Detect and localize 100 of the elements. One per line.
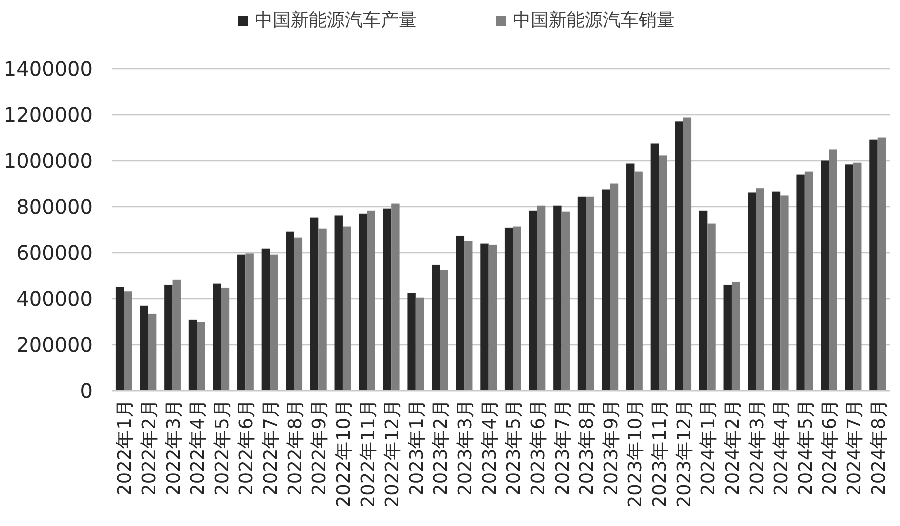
bar <box>480 244 489 391</box>
bar <box>650 144 660 391</box>
bar <box>238 254 246 391</box>
bar <box>504 228 514 391</box>
y-tick-label: 400000 <box>16 287 93 311</box>
bar <box>334 216 343 391</box>
bar <box>416 298 424 391</box>
x-tick-label: 2024年6月 <box>820 399 842 496</box>
x-tick-label: 2022年2月 <box>139 399 160 496</box>
bar <box>172 280 181 391</box>
bar <box>188 320 198 391</box>
bar <box>286 232 294 391</box>
bar <box>432 264 440 391</box>
legend-label: 中国新能源汽车产量 <box>255 10 417 31</box>
bar <box>780 196 789 391</box>
y-tick-label: 1200000 <box>4 103 93 127</box>
bar <box>537 206 546 391</box>
bar <box>164 284 173 391</box>
x-tick-label: 2022年1月 <box>115 399 136 496</box>
bar <box>870 140 878 391</box>
bar <box>602 190 610 391</box>
bar <box>359 214 368 391</box>
x-tick-label: 2023年6月 <box>528 399 550 496</box>
bar <box>408 293 416 391</box>
bar <box>221 288 230 391</box>
bar <box>804 172 814 391</box>
x-tick-label: 2022年10月 <box>334 399 355 508</box>
bar <box>124 292 132 391</box>
y-tick-label: 600000 <box>16 241 93 265</box>
bar <box>529 210 538 391</box>
bar <box>562 212 570 391</box>
x-tick-label: 2022年4月 <box>188 399 210 496</box>
x-tick-label: 2023年8月 <box>577 399 598 496</box>
x-tick-label: 2023年2月 <box>431 399 452 496</box>
y-tick-label: 800000 <box>16 195 93 219</box>
bar <box>586 196 594 391</box>
x-tick-label: 2022年9月 <box>310 399 331 496</box>
bar <box>732 282 740 391</box>
y-tick-label: 1400000 <box>4 57 93 81</box>
bar <box>845 164 854 391</box>
x-tick-label: 2022年7月 <box>261 399 282 496</box>
x-tick-label: 2022年8月 <box>285 399 306 496</box>
y-tick-label: 200000 <box>16 333 93 357</box>
bar <box>878 138 886 391</box>
bar <box>724 284 732 391</box>
x-tick-label: 2023年9月 <box>601 399 622 496</box>
x-tick-label: 2024年5月 <box>796 399 817 496</box>
bar <box>748 192 756 391</box>
bar <box>513 226 522 391</box>
bar <box>554 206 562 391</box>
x-tick-label: 2024年3月 <box>747 399 768 496</box>
bar <box>659 156 668 391</box>
bar <box>488 244 498 391</box>
bar <box>262 248 270 391</box>
bar <box>634 172 643 391</box>
x-tick-label: 2023年11月 <box>650 399 672 508</box>
bar <box>197 322 206 391</box>
bar <box>772 192 781 391</box>
y-tick-label: 0 <box>80 379 93 403</box>
bar <box>440 270 448 391</box>
bar <box>342 226 352 391</box>
bar <box>699 210 708 391</box>
x-tick-label: 2023年3月 <box>456 399 477 496</box>
x-tick-label: 2022年5月 <box>212 399 234 496</box>
x-tick-label: 2023年1月 <box>406 399 428 496</box>
bar <box>148 314 157 391</box>
bar <box>821 160 830 391</box>
bar <box>116 287 124 391</box>
x-tick-label: 2024年1月 <box>698 399 720 496</box>
x-tick-label: 2023年10月 <box>626 399 647 508</box>
x-tick-label: 2023年4月 <box>480 399 501 496</box>
bar <box>610 184 619 391</box>
bar <box>456 236 465 391</box>
x-tick-label: 2022年3月 <box>164 399 185 496</box>
x-tick-label: 2023年5月 <box>504 399 526 496</box>
bar <box>367 210 376 391</box>
bar <box>140 306 148 391</box>
x-tick-label: 2022年6月 <box>236 399 258 496</box>
x-tick-label: 2022年12月 <box>382 399 404 508</box>
bar <box>464 241 473 391</box>
bar <box>383 208 392 391</box>
x-tick-label: 2023年7月 <box>552 399 574 496</box>
bar <box>318 228 327 391</box>
bar <box>270 254 278 391</box>
x-tick-label: 2022年11月 <box>358 399 380 508</box>
bar <box>675 122 684 391</box>
bar <box>683 118 692 391</box>
bar <box>392 204 400 391</box>
bar <box>829 150 838 391</box>
bar <box>213 284 222 391</box>
x-tick-label: 2024年7月 <box>844 399 866 496</box>
bar <box>626 164 635 391</box>
bar <box>796 174 805 391</box>
x-tick-label: 2024年8月 <box>868 399 890 496</box>
x-tick-label: 2023年12月 <box>674 399 696 508</box>
x-tick-label: 2024年4月 <box>772 399 793 496</box>
bar <box>578 196 586 391</box>
bar <box>294 238 303 391</box>
bar <box>854 162 862 391</box>
x-tick-label: 2024年2月 <box>722 399 744 496</box>
